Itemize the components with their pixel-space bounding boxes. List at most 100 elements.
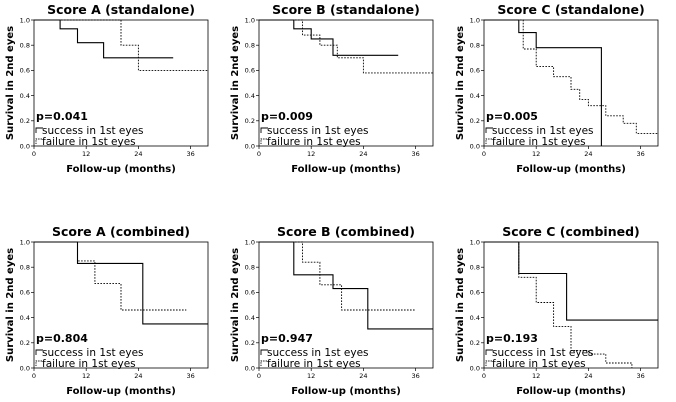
km-panel: Score A (standalone) 0.0 0.2 0.4 0.6 0.8 1.0 0 1… bbox=[5, 2, 209, 175]
p-value: p=0.804 bbox=[36, 332, 88, 345]
legend-label: failure in 1st eyes bbox=[267, 136, 361, 148]
success-curve bbox=[259, 19, 399, 56]
y-tick-label: 0.2 bbox=[470, 339, 480, 347]
x-tick-label: 24 bbox=[134, 150, 142, 158]
x-tick-label: 36 bbox=[411, 372, 419, 380]
y-tick-label: 0.0 bbox=[245, 142, 255, 150]
x-tick-label: 24 bbox=[359, 372, 367, 380]
x-tick-label: 0 bbox=[257, 372, 261, 380]
x-tick-label: 24 bbox=[134, 372, 142, 380]
x-axis-label: Follow-up (months) bbox=[516, 386, 626, 397]
x-tick-label: 36 bbox=[411, 150, 419, 158]
x-tick-label: 36 bbox=[636, 372, 644, 380]
y-tick-label: 1.0 bbox=[20, 238, 30, 246]
x-tick-label: 36 bbox=[186, 150, 194, 158]
km-panel: Score B (combined) 0.0 0.2 0.4 0.6 0.8 1.0 0 12 2… bbox=[230, 224, 434, 397]
legend-symbol bbox=[35, 127, 43, 133]
legend-label: success in 1st eyes bbox=[267, 347, 369, 359]
x-axis-label: Follow-up (months) bbox=[66, 164, 176, 175]
km-panel: Score A (combined) 0.0 0.2 0.4 0.6 0.8 1.0 0 12 2… bbox=[5, 224, 209, 397]
y-tick-label: 1.0 bbox=[245, 16, 255, 24]
legend-label: failure in 1st eyes bbox=[42, 136, 136, 148]
success-curve bbox=[34, 19, 174, 59]
x-axis-label: Follow-up (months) bbox=[66, 386, 176, 397]
success-curve bbox=[34, 241, 208, 325]
km-panel: Score B (standalone) 0.0 0.2 0.4 0.6 0.8 1.0 0 1… bbox=[230, 2, 434, 175]
x-axis-label: Follow-up (months) bbox=[291, 164, 401, 175]
y-tick-label: 0.4 bbox=[20, 92, 30, 100]
failure-curve bbox=[259, 241, 416, 311]
x-tick-label: 0 bbox=[257, 150, 261, 158]
x-tick-label: 36 bbox=[186, 372, 194, 380]
plot-frame bbox=[33, 241, 209, 369]
y-tick-label: 0.2 bbox=[245, 339, 255, 347]
y-tick-label: 0.8 bbox=[470, 42, 480, 50]
p-value: p=0.041 bbox=[36, 110, 88, 123]
x-tick-label: 12 bbox=[82, 372, 90, 380]
y-tick-label: 1.0 bbox=[245, 238, 255, 246]
km-panel: Score C (combined) 0.0 0.2 0.4 0.6 0.8 1.0 0 12 2… bbox=[455, 224, 659, 397]
success-curve bbox=[484, 19, 602, 146]
x-axis-label: Follow-up (months) bbox=[516, 164, 626, 175]
legend-symbol bbox=[260, 127, 268, 133]
failure-curve bbox=[34, 241, 187, 311]
y-tick-label: 0.4 bbox=[470, 314, 480, 322]
success-curve bbox=[259, 241, 433, 330]
success-curve bbox=[484, 241, 658, 321]
legend-symbol bbox=[35, 349, 43, 355]
chart-title: Score A (combined) bbox=[52, 224, 190, 239]
p-value: p=0.009 bbox=[261, 110, 313, 123]
p-value: p=0.193 bbox=[486, 332, 538, 345]
legend-label: failure in 1st eyes bbox=[267, 358, 361, 370]
x-tick-label: 12 bbox=[82, 150, 90, 158]
y-tick-label: 0.2 bbox=[470, 117, 480, 125]
y-axis-label: Survival in 2nd eyes bbox=[5, 26, 16, 140]
y-tick-label: 0.6 bbox=[245, 289, 255, 297]
y-tick-label: 0.4 bbox=[470, 92, 480, 100]
x-tick-label: 24 bbox=[359, 150, 367, 158]
x-tick-label: 12 bbox=[532, 372, 540, 380]
y-tick-label: 0.0 bbox=[20, 142, 30, 150]
chart-title: Score A (standalone) bbox=[47, 2, 195, 17]
x-tick-label: 12 bbox=[307, 150, 315, 158]
legend-symbol bbox=[260, 138, 268, 144]
km-panel: Score C (standalone) 0.0 0.2 0.4 0.6 0.8 1.0 0 1… bbox=[455, 2, 659, 175]
plot-frame bbox=[483, 19, 659, 147]
y-axis-label: Survival in 2nd eyes bbox=[455, 248, 466, 362]
x-tick-label: 12 bbox=[532, 150, 540, 158]
failure-curve bbox=[484, 241, 633, 368]
y-tick-label: 0.0 bbox=[245, 364, 255, 372]
x-tick-label: 24 bbox=[584, 372, 592, 380]
y-tick-label: 0.4 bbox=[245, 92, 255, 100]
legend-label: success in 1st eyes bbox=[42, 125, 144, 137]
chart-title: Score C (standalone) bbox=[497, 2, 644, 17]
y-tick-label: 0.8 bbox=[20, 264, 30, 272]
x-axis-label: Follow-up (months) bbox=[291, 386, 401, 397]
legend-label: success in 1st eyes bbox=[492, 125, 594, 137]
y-tick-label: 0.4 bbox=[245, 314, 255, 322]
legend-symbol bbox=[260, 349, 268, 355]
x-tick-label: 36 bbox=[636, 150, 644, 158]
x-tick-label: 24 bbox=[584, 150, 592, 158]
y-tick-label: 0.2 bbox=[20, 117, 30, 125]
x-tick-label: 0 bbox=[32, 150, 36, 158]
y-tick-label: 0.6 bbox=[245, 67, 255, 75]
y-tick-label: 0.0 bbox=[470, 142, 480, 150]
legend-symbol bbox=[485, 138, 493, 144]
y-axis-label: Survival in 2nd eyes bbox=[230, 26, 241, 140]
p-value: p=0.947 bbox=[261, 332, 313, 345]
y-tick-label: 0.0 bbox=[470, 364, 480, 372]
y-tick-label: 0.4 bbox=[20, 314, 30, 322]
legend-label: success in 1st eyes bbox=[42, 347, 144, 359]
y-tick-label: 0.6 bbox=[20, 67, 30, 75]
y-tick-label: 1.0 bbox=[20, 16, 30, 24]
y-tick-label: 0.6 bbox=[470, 67, 480, 75]
failure-curve bbox=[484, 19, 658, 134]
y-axis-label: Survival in 2nd eyes bbox=[230, 248, 241, 362]
legend-symbol bbox=[35, 138, 43, 144]
legend-label: failure in 1st eyes bbox=[492, 358, 586, 370]
y-tick-label: 0.2 bbox=[20, 339, 30, 347]
failure-curve bbox=[259, 19, 433, 74]
failure-curve bbox=[34, 19, 208, 71]
x-tick-label: 0 bbox=[32, 372, 36, 380]
